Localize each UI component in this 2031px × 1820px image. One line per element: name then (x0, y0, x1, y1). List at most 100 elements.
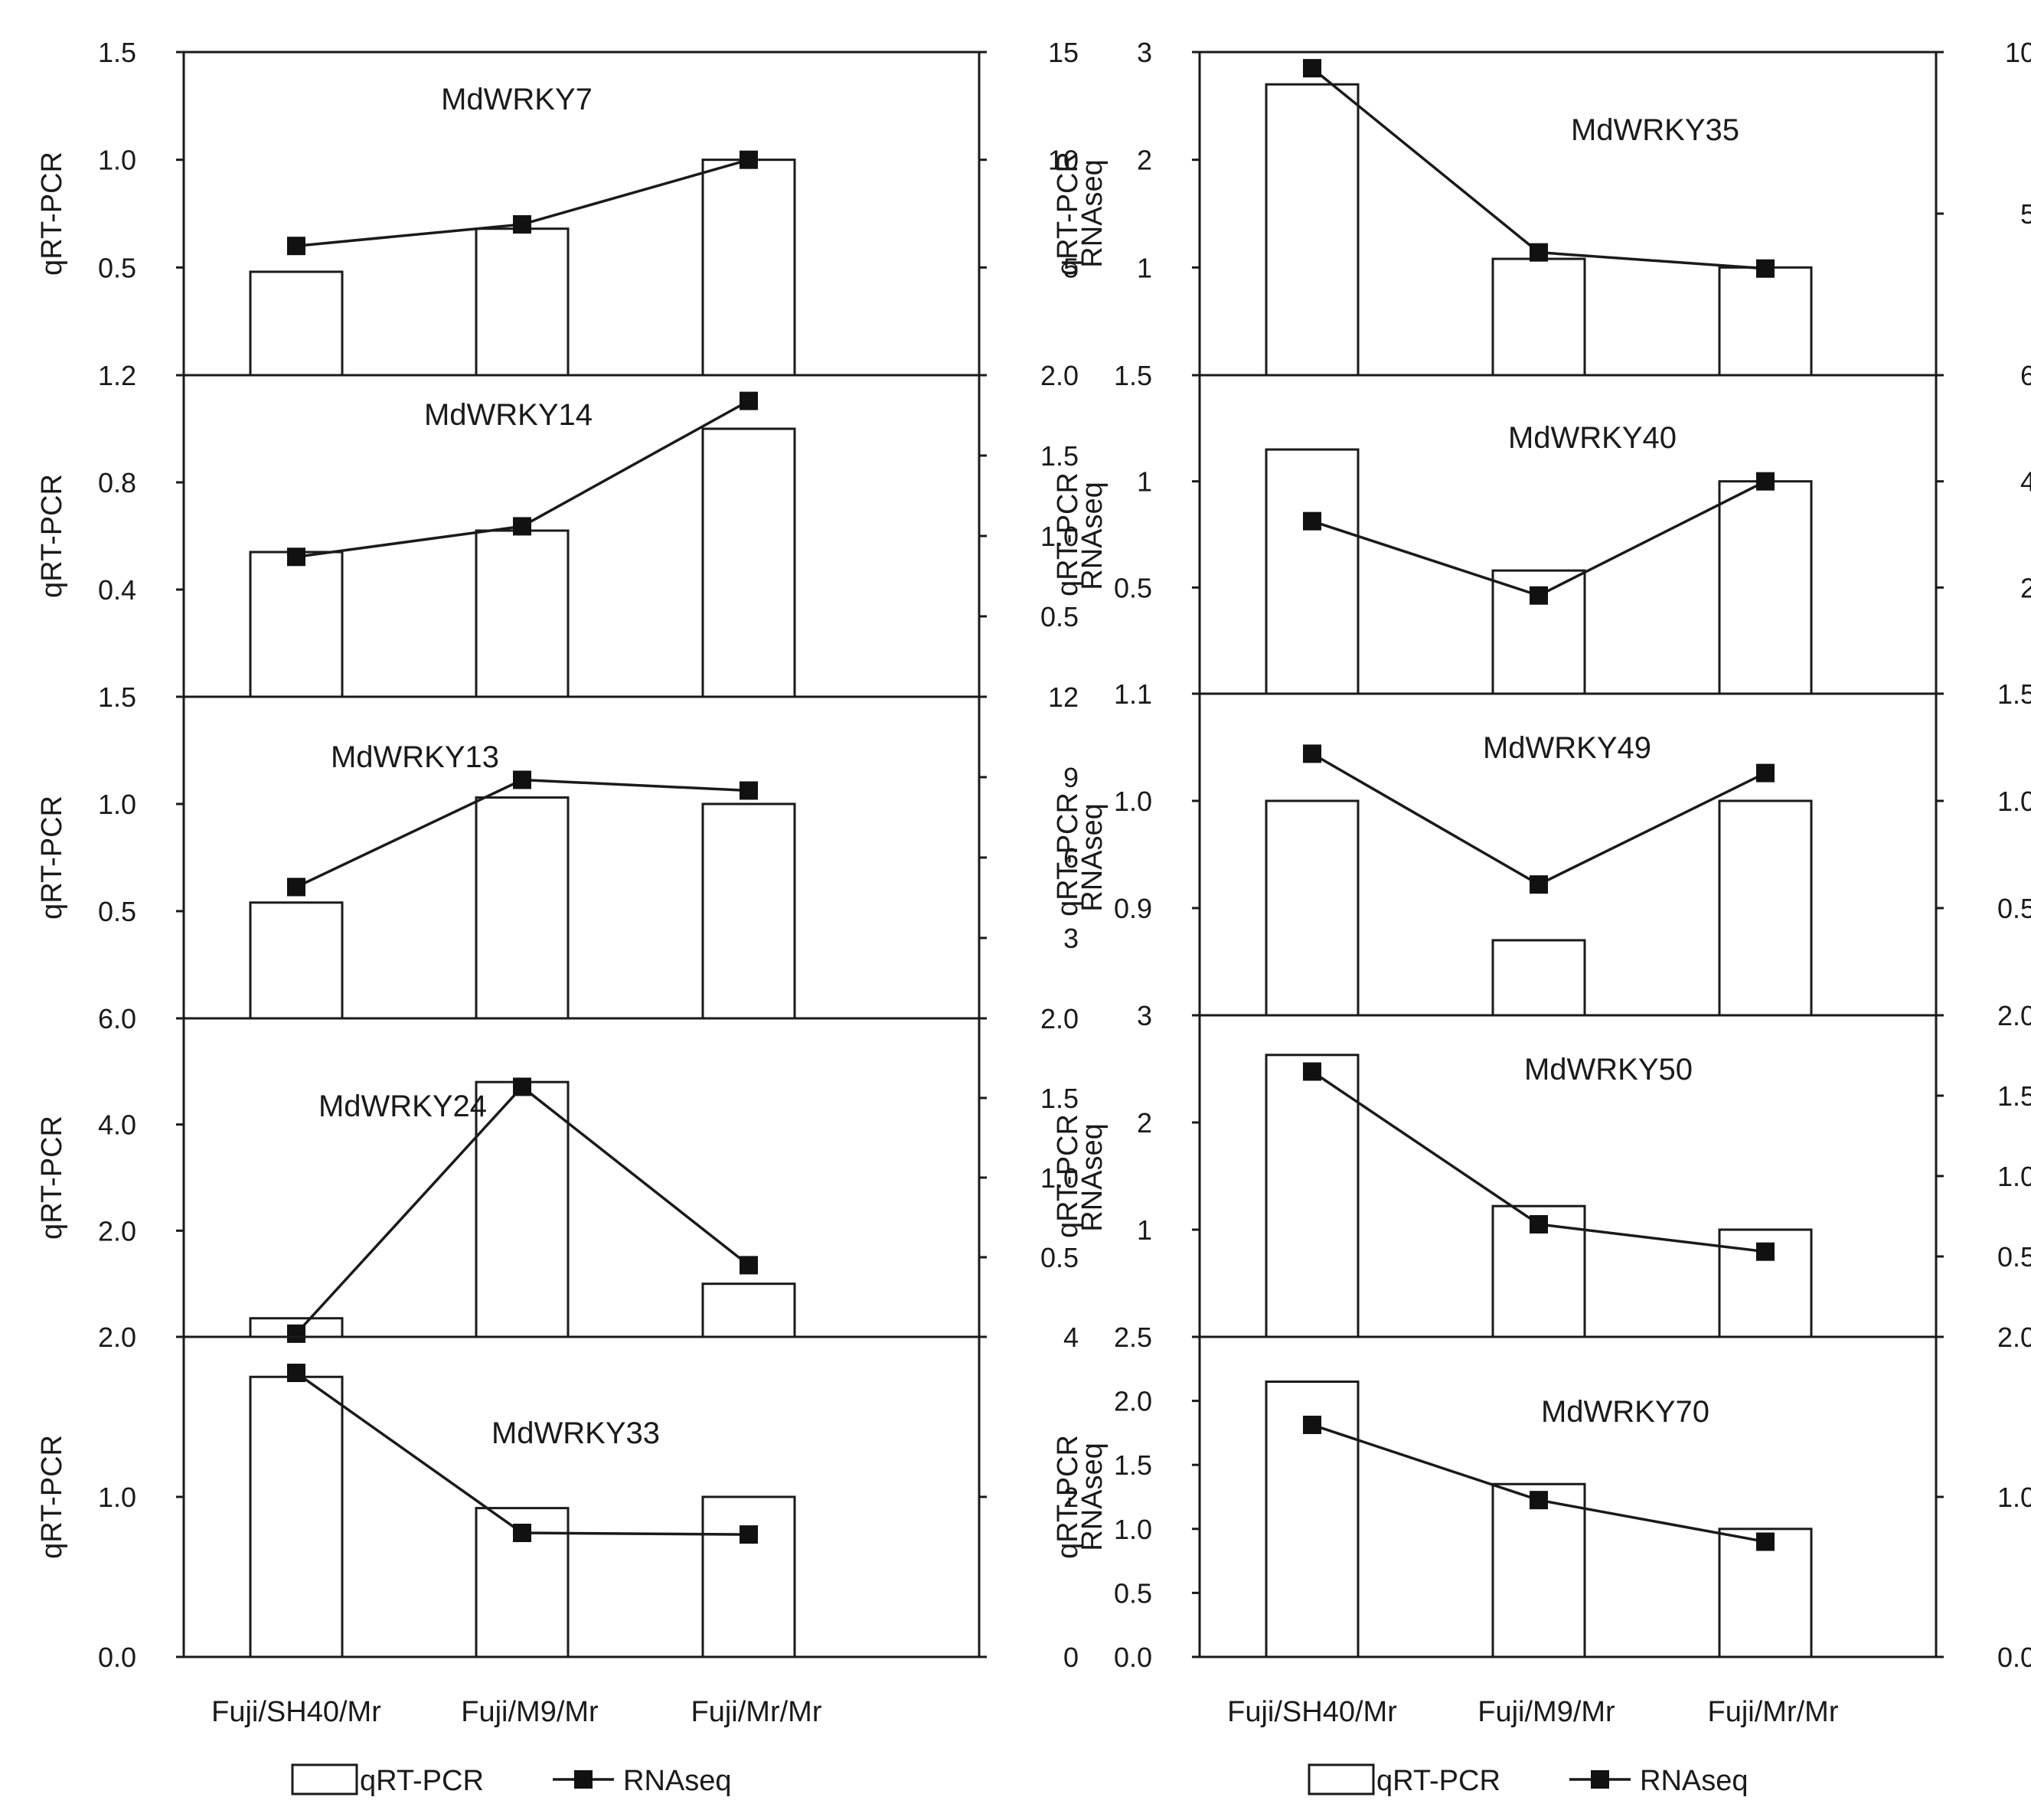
point-rnaseq (513, 1077, 531, 1096)
point-rnaseq (1756, 1242, 1775, 1261)
left-axis-label: qRT-PCR (36, 796, 68, 920)
left-tick-label: 0.5 (1114, 572, 1152, 603)
right-tick-label: 2 (1063, 1482, 1079, 1513)
left-tick-label: 3 (1137, 37, 1152, 68)
left-axis-label: qRT-PCR (1052, 1435, 1084, 1559)
left-axis-label: qRT-PCR (36, 152, 68, 276)
right-tick-label: 5 (1063, 252, 1079, 283)
bar-qrt-pcr (1265, 448, 1360, 695)
point-rnaseq (1756, 472, 1775, 491)
bar-qrt-pcr (1718, 480, 1813, 695)
left-tick-label: 1.5 (98, 681, 136, 713)
legend: qRT-PCR RNAseq (291, 1763, 732, 1797)
right-axis-label: RNAseq (1076, 803, 1109, 912)
panel-title: MdWRKY13 (331, 740, 499, 774)
bar-qrt-pcr (1718, 799, 1813, 1017)
left-tick-label: 0.8 (98, 467, 136, 498)
panel-title: MdWRKY14 (424, 398, 593, 432)
left-tick-label: 2.0 (98, 1322, 136, 1353)
left-tick-label: 1.0 (1114, 1514, 1152, 1545)
point-rnaseq (740, 150, 758, 169)
bar-qrt-pcr (475, 529, 570, 698)
bar-qrt-pcr (701, 802, 796, 1020)
left-tick-label: 1.5 (1114, 1449, 1152, 1481)
right-tick-label: 2.0 (1040, 1003, 1079, 1034)
legend-bar-label: qRT-PCR (1376, 1765, 1500, 1797)
point-rnaseq (513, 1524, 531, 1543)
right-tick-label: 6 (1063, 842, 1079, 874)
left-axis-label: qRT-PCR (36, 1116, 68, 1240)
category-label: Fuji/SH40/Mr (1227, 1696, 1397, 1728)
right-tick-label: 1.5 (1997, 678, 2031, 710)
right-tick-label: 0.5 (1997, 1241, 2031, 1273)
bar-qrt-pcr (249, 270, 344, 377)
legend-point-swatch (574, 1770, 593, 1789)
left-tick-label: 1.0 (98, 789, 136, 820)
bar-qrt-pcr (1265, 799, 1360, 1017)
bar-qrt-pcr (701, 158, 796, 377)
bar-qrt-pcr (249, 901, 344, 1020)
bar-qrt-pcr (475, 796, 570, 1020)
plot-frame (182, 1017, 981, 1338)
right-tick-label: 1.0 (1997, 1161, 2031, 1192)
category-label: Fuji/SH40/Mr (211, 1696, 381, 1728)
point-rnaseq (1303, 744, 1321, 763)
right-tick-label: 2 (2020, 572, 2031, 603)
right-tick-label: 6 (2020, 360, 2031, 391)
point-rnaseq (1303, 1062, 1321, 1081)
right-tick-label: 0.5 (1040, 601, 1079, 632)
bar-qrt-pcr (1265, 83, 1360, 377)
left-tick-label: 2.5 (1114, 1322, 1152, 1353)
right-axis-label: RNAseq (1076, 1443, 1109, 1551)
left-tick-label: 0.0 (1114, 1642, 1152, 1673)
line-rnaseq (1311, 67, 1766, 270)
left-tick-label: 3 (1137, 1000, 1152, 1031)
left-tick-label: 1.0 (98, 145, 136, 176)
right-tick-label: 10 (1048, 145, 1079, 176)
point-rnaseq (1530, 1215, 1548, 1233)
right-tick-label: 1.5 (1040, 440, 1079, 472)
left-tick-label: 1.0 (1114, 786, 1152, 817)
right-tick-label: 1.5 (1997, 1080, 2031, 1112)
bar-qrt-pcr (701, 1282, 796, 1338)
legend-bar-label: qRT-PCR (360, 1765, 484, 1797)
left-tick-label: 2.0 (1114, 1386, 1152, 1417)
right-axis-label: RNAseq (1076, 1123, 1109, 1232)
right-tick-label: 4 (1063, 1322, 1079, 1353)
right-tick-label: 15 (1048, 37, 1079, 68)
right-tick-label: 1.0 (1997, 1482, 2031, 1513)
left-axis-label: qRT-PCR (1052, 1114, 1084, 1238)
point-rnaseq (740, 781, 758, 800)
right-axis-label: RNAseq (1076, 159, 1109, 268)
category-label: Fuji/Mr/Mr (691, 1696, 822, 1728)
category-label: Fuji/M9/Mr (461, 1696, 599, 1728)
right-tick-label: 3 (1063, 923, 1079, 954)
right-tick-label: 2.0 (1997, 1000, 2031, 1031)
line-rnaseq (1311, 752, 1766, 887)
panel-mdwrky70: 0.0 0.5 1.0 1.5 2.0 2.5 0.0 1.0 2.0 qRT-PCRRNAseq… (1052, 1322, 2031, 1673)
right-column-footer: Fuji/SH40/Mr Fuji/M9/Mr Fuji/Mr/Mr qRT-PCR R… (1227, 1696, 1839, 1797)
left-tick-label: 1.0 (98, 1482, 136, 1513)
left-axis-label: qRT-PCR (36, 1435, 68, 1559)
bar-qrt-pcr (1491, 257, 1586, 377)
panel-title: MdWRKY50 (1524, 1053, 1693, 1086)
bar-qrt-pcr (701, 1495, 796, 1658)
legend-line-label: RNAseq (623, 1765, 732, 1797)
right-tick-label: 1.0 (1040, 1162, 1079, 1194)
left-tick-label: 2 (1137, 1107, 1152, 1139)
right-tick-label: 0.5 (1997, 893, 2031, 924)
left-axis-label: qRT-PCR (1052, 792, 1084, 917)
left-tick-label: 0.5 (1114, 1577, 1152, 1609)
point-rnaseq (287, 1364, 305, 1383)
point-rnaseq (740, 391, 758, 410)
point-rnaseq (1303, 59, 1321, 78)
right-tick-label: 1.5 (1040, 1083, 1079, 1114)
